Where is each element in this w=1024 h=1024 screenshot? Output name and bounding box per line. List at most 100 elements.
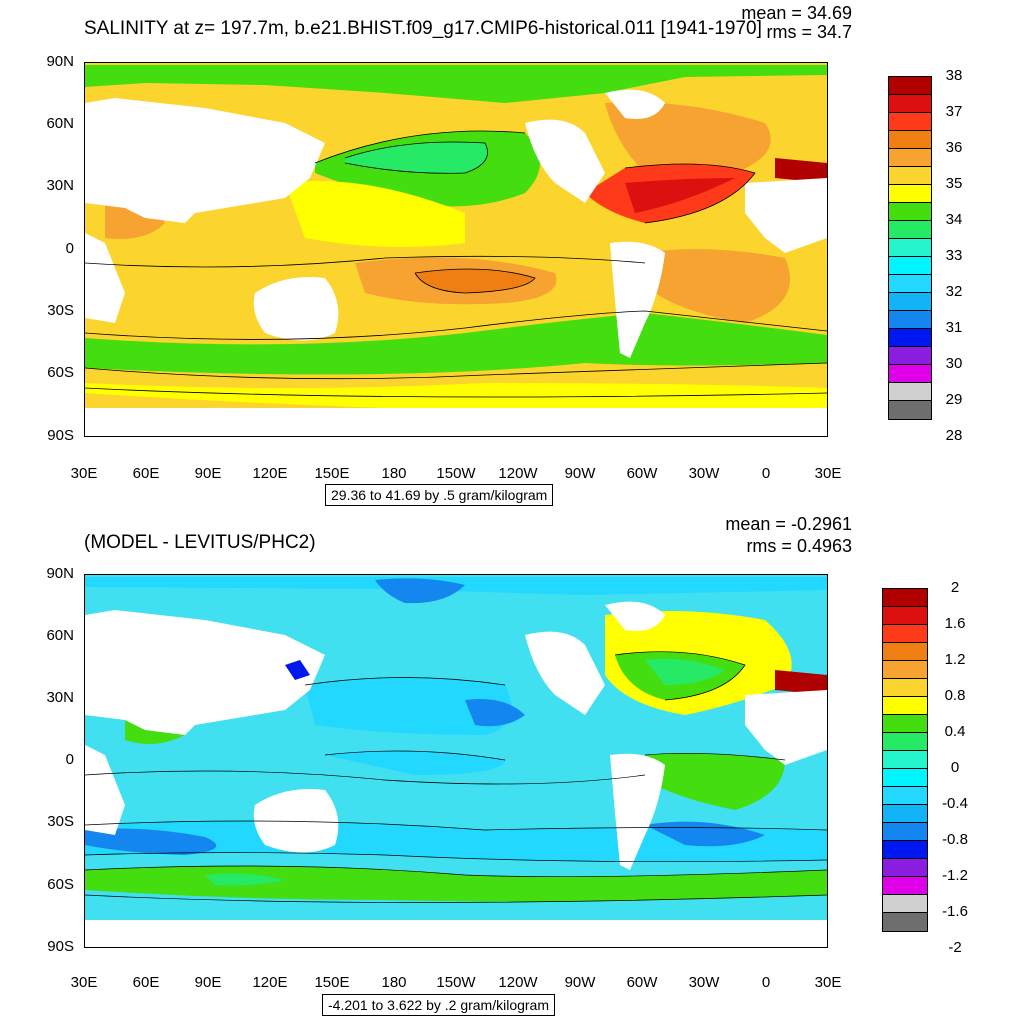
colorbar-label: -0.8 <box>942 831 968 848</box>
colorbar-swatch <box>883 661 927 679</box>
panel1-ytick-30n: 30N <box>46 177 74 194</box>
colorbar-label: 36 <box>945 139 963 156</box>
colorbar-swatch <box>883 643 927 661</box>
colorbar-label: 32 <box>945 283 963 300</box>
colorbar-label: 1.2 <box>944 651 966 668</box>
colorbar-label: 33 <box>945 247 963 264</box>
panel1-xtick: 30E <box>70 465 98 482</box>
colorbar-swatch <box>889 401 931 419</box>
colorbar-swatch <box>883 733 927 751</box>
panel2-map-drawing <box>85 575 827 947</box>
colorbar-label: 34 <box>945 211 963 228</box>
colorbar-swatch <box>889 275 931 293</box>
panel2-xtick: 90E <box>194 974 222 991</box>
colorbar-label: 0 <box>950 759 960 776</box>
panel1-xtick: 60W <box>626 465 658 482</box>
colorbar-swatch <box>889 185 931 203</box>
panel1-mean: mean = 34.69 <box>741 3 852 23</box>
colorbar-swatch <box>883 589 927 607</box>
colorbar-label: -1.6 <box>942 903 968 920</box>
panel2-ytick-30n: 30N <box>46 689 74 706</box>
colorbar-swatch <box>889 113 931 131</box>
panel1-xtick: 0 <box>761 465 771 482</box>
colorbar-swatch <box>889 239 931 257</box>
colorbar-swatch <box>883 607 927 625</box>
colorbar-swatch <box>889 311 931 329</box>
panel2-ytick-0: 0 <box>65 751 74 768</box>
colorbar-swatch <box>889 221 931 239</box>
colorbar-swatch <box>883 679 927 697</box>
panel1-title: SALINITY at z= 197.7m, b.e21.BHIST.f09_g… <box>84 18 762 39</box>
panel1-rms: rms = 34.7 <box>766 22 852 42</box>
panel2-xtick: 60E <box>132 974 160 991</box>
panel2-ytick-90s: 90S <box>47 938 74 955</box>
colorbar-label: -2 <box>948 939 962 956</box>
panel2-colorbar <box>882 588 928 932</box>
colorbar-label: 38 <box>945 67 963 84</box>
colorbar-swatch <box>889 149 931 167</box>
colorbar-swatch <box>883 805 927 823</box>
panel1-xtick: 150W <box>436 465 476 482</box>
panel1-xtick: 60E <box>132 465 160 482</box>
colorbar-label: -1.2 <box>942 867 968 884</box>
colorbar-swatch <box>889 347 931 365</box>
panel2-rms: rms = 0.4963 <box>746 536 852 556</box>
colorbar-swatch <box>883 625 927 643</box>
panel2-ytick-60s: 60S <box>47 876 74 893</box>
colorbar-label: 0.8 <box>944 687 966 704</box>
panel2-xtick: 0 <box>761 974 771 991</box>
colorbar-label: 30 <box>945 355 963 372</box>
panel1-ytick-60n: 60N <box>46 115 74 132</box>
colorbar-swatch <box>889 383 931 401</box>
panel2-colorbar-labels: 2 1.6 1.2 0.8 0.4 0 -0.4 -0.8 -1.2 -1.6 -2 <box>935 578 975 956</box>
panel1-ytick-90n: 90N <box>46 53 74 70</box>
panel1-map-drawing <box>85 63 827 436</box>
colorbar-swatch <box>889 77 931 95</box>
panel2-xtick: 60W <box>626 974 658 991</box>
colorbar-swatch <box>889 293 931 311</box>
panel1-xtick: 90E <box>194 465 222 482</box>
colorbar-swatch <box>883 769 927 787</box>
colorbar-swatch <box>889 257 931 275</box>
panel1-ytick-30s: 30S <box>47 302 74 319</box>
colorbar-swatch <box>883 895 927 913</box>
panel2-xtick: 120E <box>252 974 288 991</box>
colorbar-label: 1.6 <box>944 615 966 632</box>
colorbar-swatch <box>883 787 927 805</box>
panel1-ytick-60s: 60S <box>47 364 74 381</box>
colorbar-swatch <box>889 167 931 185</box>
colorbar-label: 2 <box>950 579 960 596</box>
panel1-xtick: 120W <box>498 465 538 482</box>
panel1-xtick: 150E <box>314 465 350 482</box>
panel1-colorbar <box>888 76 932 420</box>
colorbar-label: 37 <box>945 103 963 120</box>
panel1-range-label: 29.36 to 41.69 by .5 gram/kilogram <box>325 484 554 506</box>
panel2-mean: mean = -0.2961 <box>725 514 852 534</box>
panel2-ytick-60n: 60N <box>46 627 74 644</box>
colorbar-label: 35 <box>945 175 963 192</box>
colorbar-swatch <box>883 715 927 733</box>
panel2-xtick: 150E <box>314 974 350 991</box>
panel2-xtick: 180 <box>381 974 407 991</box>
panel1-ytick-0: 0 <box>65 240 74 257</box>
colorbar-label: 31 <box>945 319 963 336</box>
panel2-ytick-90n: 90N <box>46 565 74 582</box>
panel2-ytick-30s: 30S <box>47 813 74 830</box>
panel2-xtick: 30E <box>814 974 842 991</box>
panel1-xtick: 30E <box>814 465 842 482</box>
panel1-ytick-90s: 90S <box>47 427 74 444</box>
panel1-xtick: 90W <box>564 465 596 482</box>
colorbar-swatch <box>889 131 931 149</box>
colorbar-swatch <box>883 697 927 715</box>
colorbar-swatch <box>883 751 927 769</box>
panel2-range-label: -4.201 to 3.622 by .2 gram/kilogram <box>322 994 556 1016</box>
colorbar-label: 28 <box>945 427 963 444</box>
panel2-xtick: 120W <box>498 974 538 991</box>
panel1-xtick: 120E <box>252 465 288 482</box>
panel2-xtick: 30E <box>70 974 98 991</box>
panel2-xtick: 150W <box>436 974 476 991</box>
colorbar-swatch <box>889 203 931 221</box>
colorbar-swatch <box>889 329 931 347</box>
colorbar-label: 29 <box>945 391 963 408</box>
panel2-title: (MODEL - LEVITUS/PHC2) <box>84 532 316 553</box>
